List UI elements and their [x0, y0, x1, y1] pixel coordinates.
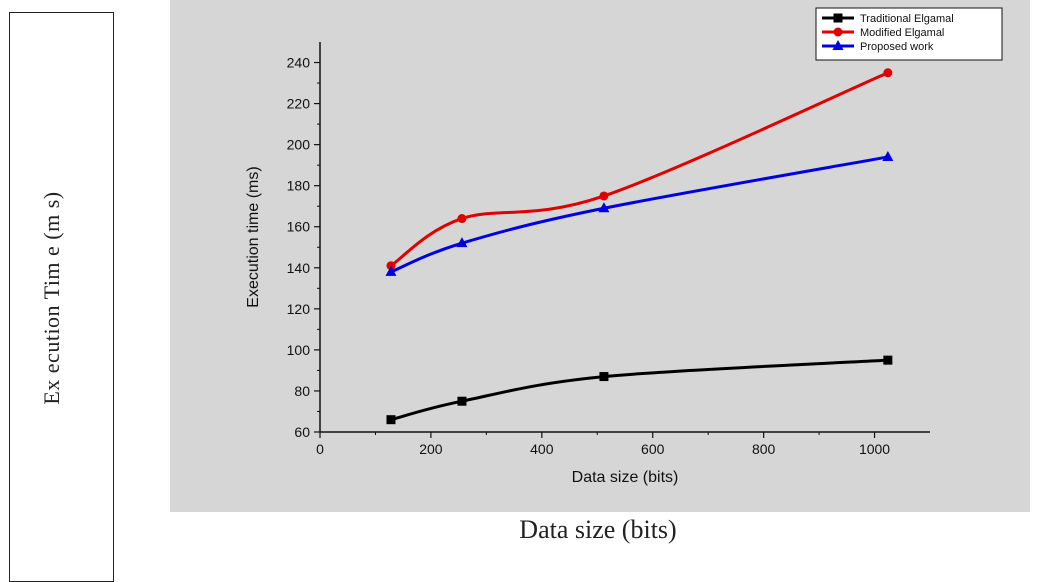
data-point-proposed-work — [598, 202, 610, 213]
legend-marker-modified-elgamal — [833, 27, 843, 37]
y-tick-label: 240 — [287, 55, 311, 71]
y-tick-label: 100 — [287, 342, 311, 358]
x-tick-label: 200 — [419, 441, 443, 457]
data-point-traditional-elgamal — [883, 355, 893, 365]
series-line-traditional-elgamal — [390, 358, 888, 422]
legend-label-traditional-elgamal: Traditional Elgamal — [860, 13, 954, 25]
series-line-proposed-work — [390, 155, 889, 274]
y-tick-label: 140 — [287, 260, 311, 276]
y-axis-title: Execution time (ms) — [245, 166, 262, 307]
data-point-modified-elgamal — [457, 214, 467, 224]
series-line-modified-elgamal — [390, 71, 889, 267]
legend-label-proposed-work: Proposed work — [860, 41, 934, 53]
data-point-proposed-work — [882, 150, 894, 161]
chart-panel: 60 80 100 120 140 160 180 200 220 240 0 200 400 600 80… — [170, 0, 1030, 512]
data-point-modified-elgamal — [883, 68, 893, 78]
legend-label-modified-elgamal: Modified Elgamal — [860, 27, 944, 39]
legend-marker-traditional-elgamal — [833, 13, 843, 23]
x-tick-label: 800 — [752, 441, 776, 457]
y-tick-label: 60 — [294, 424, 310, 440]
outer-y-axis-label: Ex ecution Tim e (m s) — [39, 191, 64, 405]
x-tick-label: 1000 — [859, 441, 890, 457]
data-point-traditional-elgamal — [386, 415, 396, 425]
y-tick-label: 180 — [287, 178, 311, 194]
data-point-proposed-work — [385, 265, 397, 276]
y-tick-label: 120 — [287, 301, 311, 317]
x-tick-label: 600 — [641, 441, 665, 457]
legend-marker-proposed-work — [832, 40, 844, 50]
data-point-proposed-work — [456, 237, 468, 248]
x-tick-label: 400 — [530, 441, 554, 457]
outer-x-axis-label: Data size (bits) — [519, 515, 677, 544]
y-tick-label: 160 — [287, 219, 311, 235]
data-point-modified-elgamal — [599, 191, 609, 201]
y-tick-label: 80 — [294, 383, 310, 399]
data-point-traditional-elgamal — [599, 372, 609, 382]
line-chart: 60 80 100 120 140 160 180 200 220 240 0 200 400 600 80… — [245, 7, 1003, 486]
y-tick-label: 220 — [287, 96, 311, 112]
data-point-modified-elgamal — [386, 261, 396, 271]
data-point-traditional-elgamal — [457, 396, 467, 406]
y-tick-label: 200 — [287, 137, 311, 153]
x-axis-title: Data size (bits) — [572, 469, 679, 486]
x-tick-label: 0 — [316, 441, 324, 457]
